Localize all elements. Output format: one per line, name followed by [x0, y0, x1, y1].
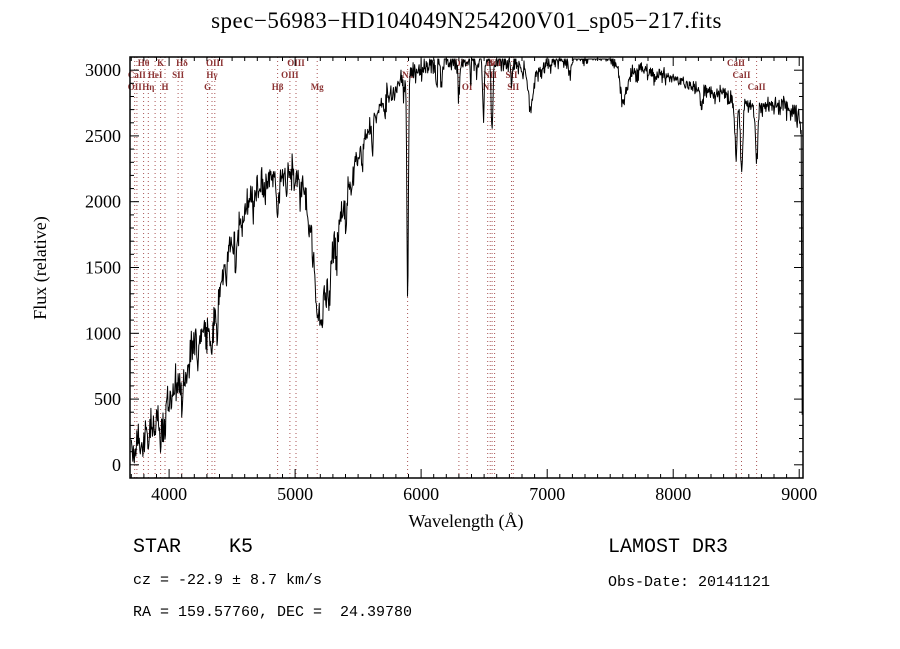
- spectral-line-label: OIII: [287, 58, 305, 68]
- spectral-line-label: NII: [488, 58, 502, 68]
- spectral-line-label: OIII: [206, 58, 224, 68]
- y-tick-label: 2500: [85, 126, 121, 146]
- x-tick-label: 7000: [529, 484, 565, 504]
- spectral-line-label: Hγ: [206, 70, 218, 80]
- page-title: spec−56983−HD104049N254200V01_sp05−217.f…: [211, 8, 722, 33]
- cz-text: cz = -22.9 ± 8.7 km/s: [133, 572, 323, 589]
- spectral-line-label: Hη: [142, 82, 154, 92]
- spectral-line-label: CaII: [732, 70, 751, 80]
- x-tick-label: 6000: [403, 484, 439, 504]
- y-tick-label: 0: [112, 455, 121, 475]
- plot-frame: [129, 56, 804, 479]
- spectrum-trace: [130, 58, 803, 464]
- y-tick-label: 1000: [85, 323, 121, 343]
- x-axis-label: Wavelength (Å): [408, 511, 523, 532]
- spectral-line-label: G: [204, 82, 211, 92]
- obsdate-text: Obs-Date: 20141121: [608, 574, 771, 591]
- spectral-line-label: SII: [507, 82, 520, 92]
- spectral-line-label: OI: [454, 58, 465, 68]
- radec-text: RA = 159.57760, DEC = 24.39780: [133, 604, 413, 621]
- y-tick-label: 2000: [85, 192, 121, 212]
- spectral-line-label: Na: [402, 70, 413, 80]
- spectral-line-label: Hβ: [272, 82, 284, 92]
- spectral-line-label: OIII: [281, 70, 299, 80]
- x-tick-label: 9000: [781, 484, 817, 504]
- spectral-line-label: NI: [483, 82, 493, 92]
- y-tick-label: 500: [94, 389, 121, 409]
- spectral-line-label: CaII: [727, 58, 746, 68]
- x-tick-label: 5000: [277, 484, 313, 504]
- spectral-line-label: H: [161, 82, 168, 92]
- spectral-line-label: HeI: [148, 70, 163, 80]
- spectral-line-label: OII: [128, 82, 143, 92]
- spectral-line-label: Mg: [311, 82, 324, 92]
- y-axis-label: Flux (relative): [30, 216, 51, 319]
- spectral-line-label: SII: [505, 70, 518, 80]
- y-tick-label: 3000: [85, 60, 121, 80]
- survey-text: LAMOST DR3: [608, 536, 729, 559]
- spectral-line-label: CaII: [748, 82, 767, 92]
- x-tick-label: 8000: [655, 484, 691, 504]
- spectral-line-label: Hδ: [176, 58, 188, 68]
- spectral-line-label: K: [157, 58, 164, 68]
- spectral-line-label: Hθ: [138, 58, 150, 68]
- spectral-line-label: CaII: [128, 70, 147, 80]
- y-tick-label: 1500: [85, 258, 121, 278]
- spectral-line-label: SII: [172, 70, 185, 80]
- spectral-line-label: OI: [462, 82, 473, 92]
- x-tick-label: 4000: [151, 484, 187, 504]
- classification-text: STAR K5: [133, 536, 254, 559]
- spectral-line-label: Hα: [486, 58, 498, 68]
